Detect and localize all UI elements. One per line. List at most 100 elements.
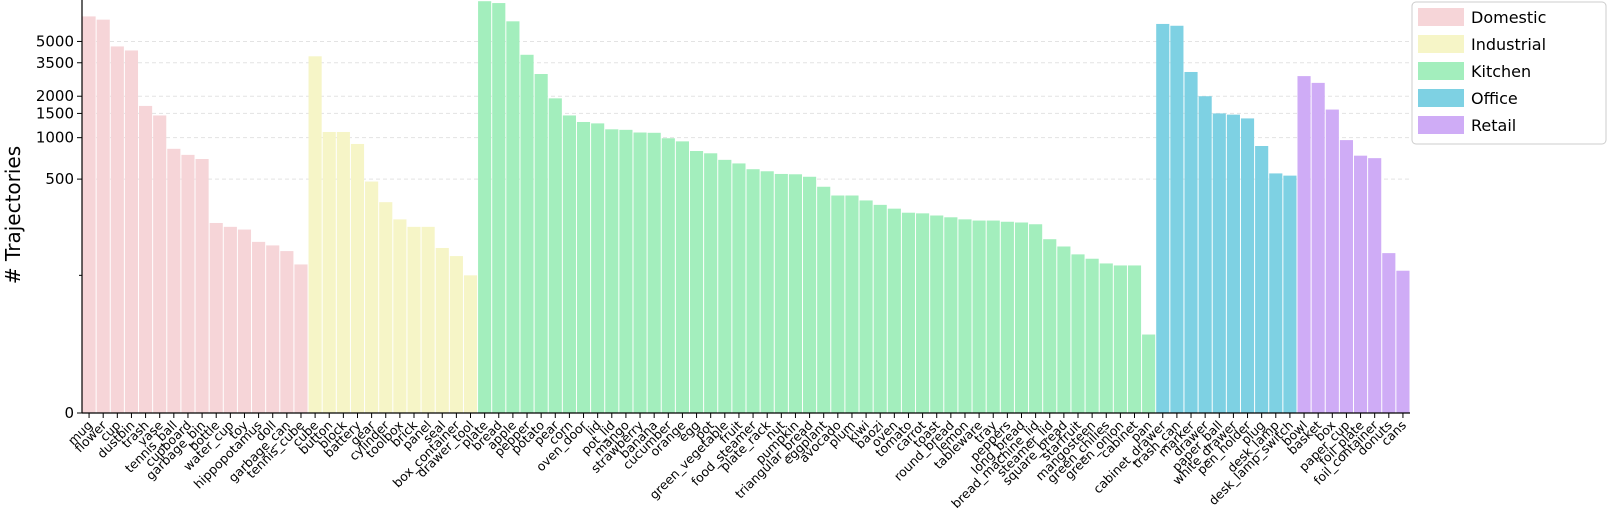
bar-plate-rack bbox=[760, 171, 774, 413]
axes bbox=[77, 0, 1410, 418]
bar-banana bbox=[647, 132, 661, 413]
bar-pear bbox=[548, 98, 562, 413]
bar-plum bbox=[845, 195, 859, 413]
bar-white-drawer bbox=[1226, 114, 1240, 414]
legend-swatch bbox=[1418, 8, 1464, 26]
legend-swatch bbox=[1418, 89, 1464, 107]
legend-label: Office bbox=[1471, 89, 1518, 108]
bar-toy bbox=[237, 229, 252, 413]
bar-triangular-bread bbox=[803, 176, 817, 413]
bar-cube bbox=[308, 56, 322, 413]
bar-lid bbox=[591, 123, 605, 414]
bar-desk-lamp bbox=[1269, 173, 1283, 413]
bar-egg bbox=[689, 151, 704, 414]
bar-vase bbox=[153, 115, 167, 414]
bar-pumpkin bbox=[788, 174, 803, 413]
y-tick-label: 1500 bbox=[36, 104, 74, 122]
bar-mangosteen bbox=[1085, 258, 1099, 413]
bar-pan bbox=[1142, 334, 1156, 413]
bar-lemon bbox=[958, 219, 972, 413]
bar-corn bbox=[562, 115, 576, 414]
bar-bread-machine-lid bbox=[1029, 224, 1043, 413]
bar-seal bbox=[435, 247, 449, 413]
legend: Domestic Industrial Kitchen Office Retail bbox=[1411, 1, 1607, 145]
bar-kiwi bbox=[859, 200, 873, 413]
bar-cans bbox=[1396, 270, 1410, 413]
y-tick-label: 3500 bbox=[36, 54, 74, 72]
bar-pot-lid bbox=[605, 129, 619, 413]
bar-cupboard bbox=[181, 154, 195, 413]
bar-green-vegetable bbox=[718, 159, 732, 413]
bar-foil-container bbox=[1368, 158, 1382, 413]
bar-basket bbox=[1311, 82, 1325, 413]
bar-bottle bbox=[209, 222, 223, 413]
y-tick-label: 500 bbox=[45, 170, 74, 188]
legend-label: Retail bbox=[1471, 116, 1516, 135]
legend-label: Kitchen bbox=[1471, 62, 1531, 81]
y-tick-label: 2000 bbox=[36, 87, 74, 105]
bar-pot bbox=[704, 153, 718, 414]
legend-label: Domestic bbox=[1471, 8, 1546, 27]
bar-mug bbox=[82, 16, 96, 414]
bars bbox=[82, 1, 1410, 414]
bar-dustbin bbox=[124, 50, 139, 414]
legend-swatch bbox=[1418, 62, 1464, 80]
y-tick-label: 0 bbox=[64, 404, 74, 422]
bar-starfruit bbox=[1071, 254, 1085, 413]
y-tick-label: 1000 bbox=[36, 129, 74, 147]
bar-toolbox bbox=[393, 219, 407, 413]
bar-paper-ball bbox=[1212, 113, 1226, 413]
bar-potato bbox=[534, 74, 548, 413]
bar-tennis-cube bbox=[294, 264, 308, 413]
bar-donuts bbox=[1382, 253, 1396, 413]
bar-fruit bbox=[732, 163, 746, 413]
bar-paper-cup bbox=[1339, 140, 1353, 413]
bar-peppers bbox=[1000, 221, 1014, 413]
bar-oven bbox=[887, 208, 901, 413]
bar-marker bbox=[1184, 71, 1198, 413]
bar-desk-lamp-switch bbox=[1283, 175, 1297, 413]
bar-strawberry bbox=[633, 132, 647, 413]
bar-tableware bbox=[972, 220, 986, 413]
x-tick-labels: mugflowercupdustbintrashvasetennis_ballc… bbox=[65, 417, 1409, 511]
bar-box-container bbox=[449, 256, 463, 413]
bar-trash bbox=[139, 105, 153, 413]
bar-green-onion bbox=[1113, 265, 1127, 413]
bar-foil-plate bbox=[1353, 155, 1368, 413]
bar-cup bbox=[110, 46, 124, 414]
bar-water-cup bbox=[223, 226, 237, 413]
bar-plate bbox=[478, 1, 492, 413]
bar-bowl bbox=[1297, 76, 1311, 413]
bar-garbage-can bbox=[280, 251, 294, 413]
bar-pen-holder bbox=[1240, 118, 1255, 414]
bar-brick bbox=[407, 226, 421, 413]
bar-box bbox=[1325, 109, 1339, 413]
bar-apple bbox=[506, 21, 520, 414]
bar-drawer bbox=[1198, 96, 1212, 414]
bar-tray bbox=[986, 220, 1000, 413]
bar-food-steamer bbox=[746, 169, 760, 413]
bar-block bbox=[336, 131, 350, 414]
bar-nut bbox=[774, 173, 788, 413]
bar-garbage-bin bbox=[195, 158, 209, 413]
bar-toast bbox=[930, 215, 944, 413]
bar-battery bbox=[350, 143, 365, 413]
bar-square-bread bbox=[1057, 246, 1071, 413]
bar-hippopotamus bbox=[252, 241, 266, 413]
bar-pepper bbox=[520, 54, 534, 413]
bar-bread bbox=[492, 3, 506, 414]
bar-tennis-ball bbox=[167, 148, 181, 413]
bar-tomato bbox=[901, 212, 916, 413]
bar-trash-can bbox=[1170, 25, 1184, 414]
bar-flower bbox=[96, 19, 110, 413]
bar-avocado bbox=[831, 195, 845, 413]
bar-gear bbox=[365, 181, 379, 413]
bar-mango bbox=[619, 129, 633, 413]
bar-cucumber bbox=[661, 138, 675, 413]
legend-swatch bbox=[1418, 116, 1464, 134]
bar-doll bbox=[266, 245, 280, 413]
bar-baozi bbox=[873, 204, 887, 413]
bar-carrot bbox=[916, 213, 930, 413]
bar-cabinet bbox=[1127, 265, 1142, 413]
